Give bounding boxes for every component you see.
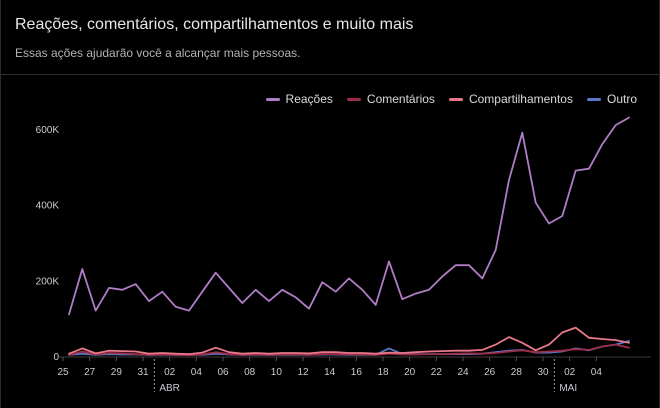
x-tick-label: 02 xyxy=(164,367,176,378)
x-tick-label: 06 xyxy=(217,367,229,378)
legend-label-compartilhamentos: Compartilhamentos xyxy=(468,92,573,106)
y-tick-label: 200K xyxy=(36,276,60,287)
legend-swatch-reacoes xyxy=(265,97,280,101)
series-line-reacoes xyxy=(68,116,630,316)
legend-item-reacoes[interactable]: Reações xyxy=(265,92,333,106)
y-tick-label: 400K xyxy=(36,201,60,212)
legend-item-comentarios[interactable]: Comentários xyxy=(346,92,435,106)
x-tick-label: 02 xyxy=(564,367,576,378)
legend-label-reacoes: Reações xyxy=(285,92,333,106)
series-line-compartilhamentos xyxy=(68,326,630,355)
x-tick-label: 16 xyxy=(351,367,363,378)
x-tick-label: 12 xyxy=(297,367,309,378)
x-tick-label: 24 xyxy=(457,367,469,378)
x-tick-label: 04 xyxy=(191,367,203,378)
legend-swatch-compartilhamentos xyxy=(448,97,463,101)
y-tick-label: 600K xyxy=(36,125,60,136)
card-header: Reações, comentários, compartilhamentos … xyxy=(1,0,659,75)
legend-item-compartilhamentos[interactable]: Compartilhamentos xyxy=(448,92,573,106)
x-tick-label: 04 xyxy=(591,367,603,378)
series-line-comentarios xyxy=(68,343,630,357)
legend-swatch-comentarios xyxy=(346,97,361,101)
x-tick-label: 31 xyxy=(137,367,149,378)
month-label: MAI xyxy=(559,383,577,394)
chart-title: Reações, comentários, compartilhamentos … xyxy=(15,16,414,33)
x-tick-label: 22 xyxy=(431,367,443,378)
x-tick-label: 25 xyxy=(57,367,69,378)
legend-label-comentarios: Comentários xyxy=(366,92,435,106)
y-tick-label: 0 xyxy=(53,352,59,363)
legend-item-outro[interactable]: Outro xyxy=(586,92,637,106)
x-tick-label: 14 xyxy=(324,367,336,378)
x-tick-label: 18 xyxy=(377,367,389,378)
x-tick-label: 20 xyxy=(404,367,416,378)
x-tick-label: 27 xyxy=(84,367,96,378)
legend-label-outro: Outro xyxy=(606,92,637,106)
month-label: ABR xyxy=(159,383,180,394)
x-tick-label: 28 xyxy=(511,367,523,378)
x-tick-label: 08 xyxy=(244,367,256,378)
x-tick-label: 30 xyxy=(537,367,549,378)
x-tick-label: 29 xyxy=(111,367,123,378)
x-tick-label: 10 xyxy=(271,367,283,378)
legend-swatch-outro xyxy=(586,97,601,101)
x-tick-label: 26 xyxy=(484,367,496,378)
chart-legend: Reações Comentários Compartilhamentos Ou… xyxy=(265,92,637,106)
chart-subtitle: Essas ações ajudarão você a alcançar mai… xyxy=(15,46,301,60)
